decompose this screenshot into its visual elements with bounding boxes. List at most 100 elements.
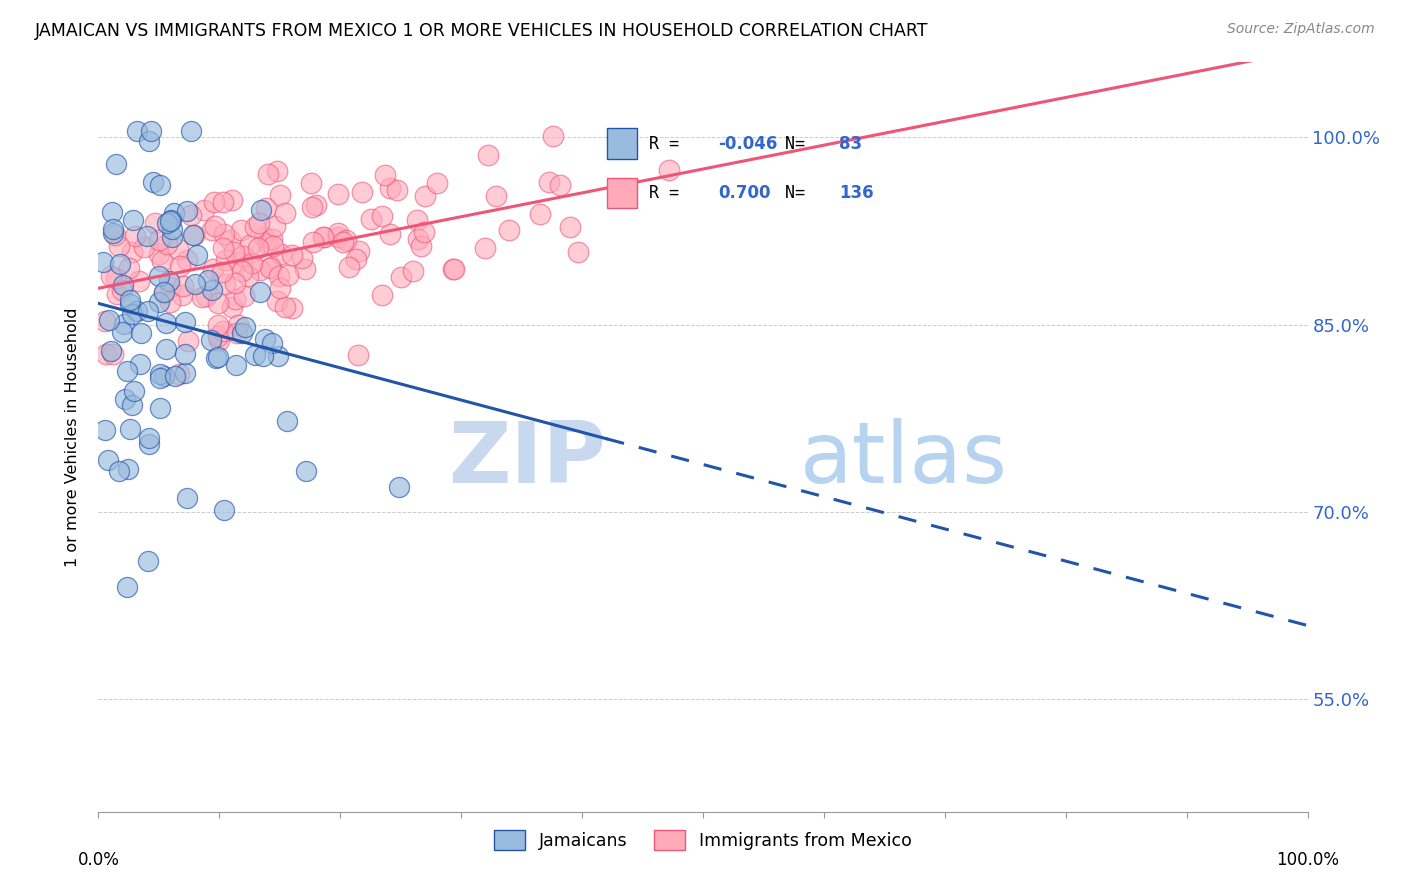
Point [186, 248, 208, 262]
Point [101, 222, 124, 236]
Point [326, 227, 349, 241]
Point [360, 212, 382, 227]
Point [149, 401, 172, 416]
Point [136, 304, 159, 318]
Point [281, 301, 304, 315]
Point [211, 241, 233, 255]
Point [299, 176, 322, 190]
Point [128, 357, 150, 371]
Point [276, 414, 298, 428]
Point [149, 178, 172, 192]
Point [529, 207, 551, 221]
Point [409, 239, 432, 253]
Point [262, 231, 284, 245]
Point [160, 221, 183, 235]
Point [101, 346, 124, 360]
Point [406, 212, 429, 227]
Point [162, 230, 184, 244]
Point [157, 274, 180, 288]
Point [253, 229, 276, 244]
Point [222, 244, 245, 259]
Point [159, 214, 181, 228]
Point [443, 262, 465, 277]
Point [257, 167, 280, 181]
Point [249, 285, 271, 299]
Point [120, 297, 142, 311]
Point [148, 294, 170, 309]
Point [243, 348, 266, 362]
Point [143, 216, 166, 230]
Point [174, 347, 197, 361]
Point [190, 289, 212, 303]
Point [274, 206, 297, 220]
Y-axis label: 1 or more Vehicles in Household: 1 or more Vehicles in Household [65, 308, 80, 566]
Point [249, 263, 271, 277]
Point [112, 277, 135, 292]
Text: R =: R = [650, 135, 689, 153]
Text: atlas: atlas [800, 418, 1008, 501]
Point [221, 194, 243, 208]
Point [249, 203, 271, 218]
Point [149, 370, 172, 384]
Point [240, 256, 263, 270]
Point [155, 342, 177, 356]
Point [270, 246, 292, 260]
Point [257, 237, 280, 252]
Point [658, 162, 681, 177]
Point [413, 189, 436, 203]
Point [100, 268, 122, 283]
Point [262, 336, 284, 351]
Point [201, 283, 224, 297]
Point [167, 242, 190, 256]
Point [302, 235, 325, 249]
Point [328, 187, 350, 202]
Point [138, 431, 160, 445]
Point [124, 228, 146, 243]
Point [474, 241, 496, 255]
Point [264, 219, 287, 233]
Point [107, 239, 129, 253]
Point [94, 423, 117, 437]
Point [226, 255, 249, 269]
Point [205, 351, 228, 366]
Point [232, 249, 254, 263]
Text: 0.0%: 0.0% [77, 851, 120, 869]
Point [91, 255, 114, 269]
Text: N=: N= [785, 184, 815, 202]
Point [259, 261, 281, 276]
Point [305, 198, 328, 212]
Point [117, 462, 139, 476]
Point [212, 227, 235, 242]
Point [160, 213, 183, 227]
Point [153, 285, 176, 300]
Point [347, 244, 370, 259]
Point [214, 277, 236, 291]
Point [120, 422, 142, 436]
Point [347, 348, 370, 362]
Point [152, 369, 174, 384]
Text: 136: 136 [839, 184, 875, 202]
Bar [606, 128, 637, 159]
Point [233, 289, 256, 303]
Point [406, 232, 429, 246]
Point [371, 209, 394, 223]
Point [176, 334, 198, 348]
Point [212, 503, 235, 517]
Point [197, 273, 219, 287]
Point [169, 259, 191, 273]
Point [156, 237, 179, 252]
Point [200, 333, 222, 347]
Point [207, 329, 229, 343]
Point [156, 217, 179, 231]
Point [254, 332, 277, 346]
Point [114, 392, 136, 406]
Point [378, 180, 401, 194]
Point [176, 491, 198, 505]
Point [267, 349, 290, 363]
Point [207, 318, 229, 332]
Point [138, 437, 160, 451]
Point [266, 293, 288, 308]
Point [204, 219, 226, 233]
Point [233, 320, 256, 334]
Point [104, 271, 127, 285]
